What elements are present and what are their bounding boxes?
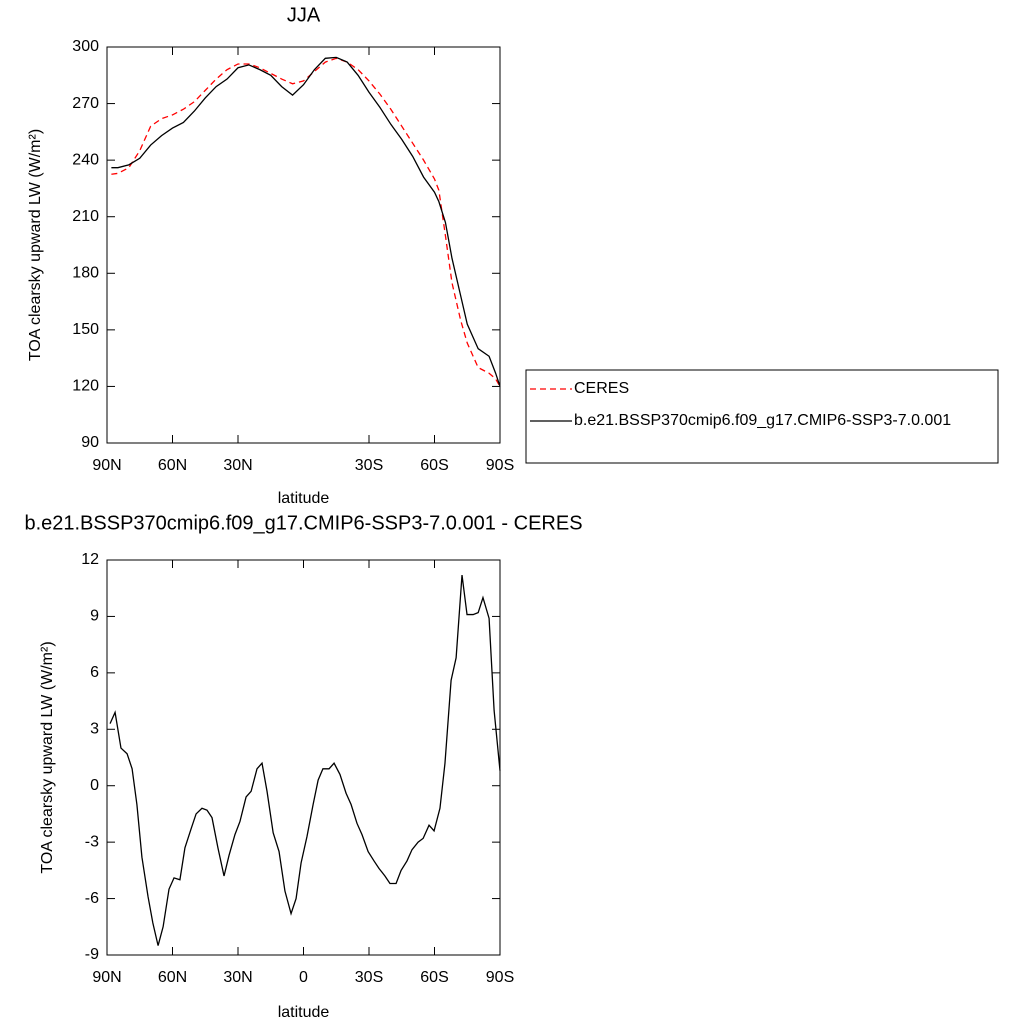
y-axis-label: TOA clearsky upward LW (W/m²) <box>27 129 44 361</box>
x-tick-label: 60N <box>158 969 187 986</box>
y-tick-label: -3 <box>85 833 99 850</box>
y-tick-label: 210 <box>72 208 99 225</box>
x-tick-label: 0 <box>299 969 308 986</box>
y-tick-label: 12 <box>81 551 99 568</box>
legend-box <box>525 369 999 464</box>
x-tick-label: 90N <box>92 457 121 474</box>
x-tick-label: 90S <box>486 969 514 986</box>
y-tick-label: 180 <box>72 265 99 282</box>
x-axis-label: latitude <box>278 1004 330 1021</box>
data-line <box>111 56 501 387</box>
y-tick-label: 9 <box>90 608 99 625</box>
x-axis-label: latitude <box>278 490 330 507</box>
x-tick-label: 60N <box>158 457 187 474</box>
x-tick-label: 60S <box>420 457 448 474</box>
x-tick-label: 30S <box>355 457 383 474</box>
x-tick-label: 90N <box>92 969 121 986</box>
chart-title: b.e21.BSSP370cmip6.f09_g17.CMIP6-SSP3-7.… <box>24 512 582 534</box>
plot-frame <box>106 46 501 444</box>
y-tick-label: 300 <box>72 38 99 55</box>
plot-frame <box>106 559 501 956</box>
y-tick-label: 120 <box>72 378 99 395</box>
y-axis-label: TOA clearsky upward LW (W/m²) <box>39 641 56 873</box>
y-tick-label: 90 <box>81 434 99 451</box>
y-tick-label: 270 <box>72 95 99 112</box>
chart-title: JJA <box>287 4 321 26</box>
y-tick-label: 0 <box>90 777 99 794</box>
y-tick-label: 6 <box>90 664 99 681</box>
legend-label: CERES <box>574 380 629 397</box>
x-tick-label: 30N <box>223 457 252 474</box>
y-tick-label: -6 <box>85 890 99 907</box>
y-tick-label: 150 <box>72 321 99 338</box>
x-tick-label: 30N <box>223 969 252 986</box>
data-line <box>111 57 501 387</box>
y-tick-label: -9 <box>85 946 99 963</box>
data-line <box>109 574 501 946</box>
x-tick-label: 90S <box>486 457 514 474</box>
y-tick-label: 240 <box>72 151 99 168</box>
y-tick-label: 3 <box>90 721 99 738</box>
legend-label: b.e21.BSSP370cmip6.f09_g17.CMIP6-SSP3-7.… <box>574 412 951 429</box>
x-tick-label: 60S <box>420 969 448 986</box>
x-tick-label: 30S <box>355 969 383 986</box>
